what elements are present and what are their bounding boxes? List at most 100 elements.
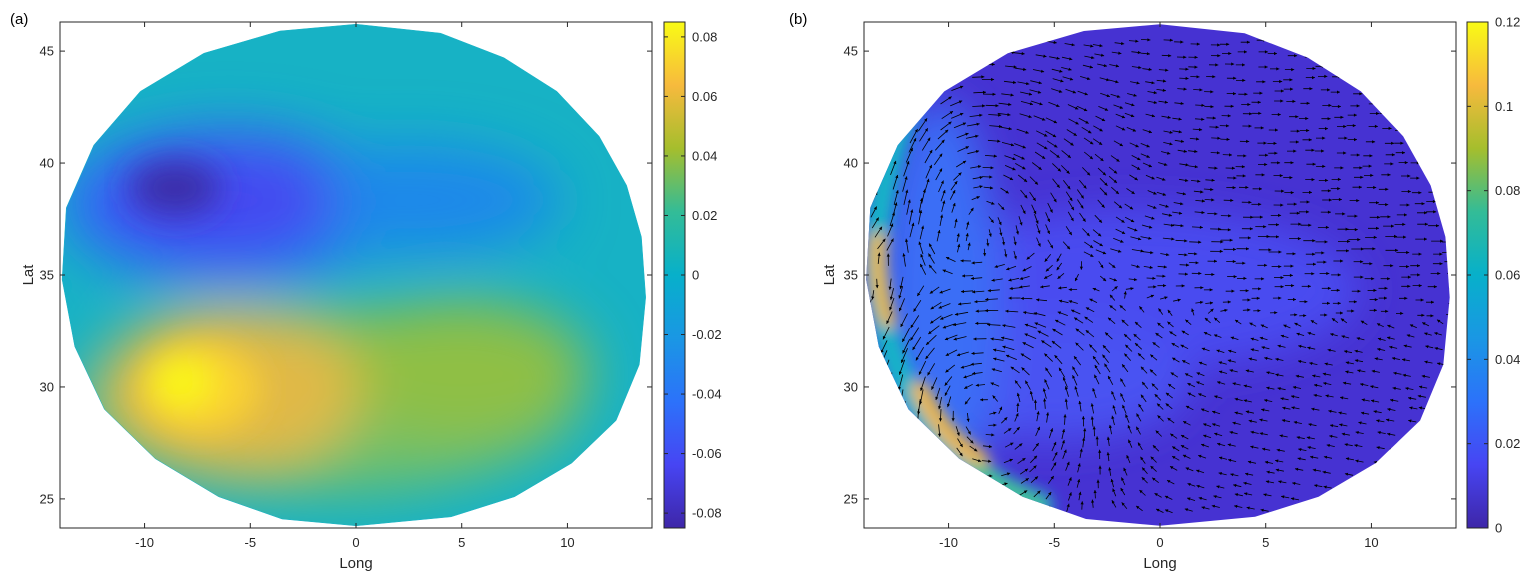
quiver-arrowhead [1100, 264, 1104, 269]
quiver-arrowhead [1136, 413, 1140, 417]
quiver-arrowhead [1138, 65, 1142, 69]
quiver-arrowhead [1150, 354, 1154, 358]
quiver-arrowhead [1124, 334, 1128, 338]
quiver-arrowhead [1063, 449, 1067, 453]
quiver-arrowhead [987, 323, 991, 327]
quiver-arrowhead [1345, 361, 1350, 365]
quiver-arrowhead [1008, 127, 1012, 131]
quiver-arrowhead [1201, 103, 1205, 107]
quiver-arrowhead [1022, 268, 1026, 272]
quiver-arrow [1439, 498, 1448, 501]
quiver-arrowhead [1307, 346, 1311, 350]
quiver-arrowhead [892, 130, 896, 134]
quiver-arrowhead [1438, 75, 1442, 79]
quiver-arrowhead [1361, 411, 1365, 415]
quiver-arrowhead [1146, 154, 1150, 158]
quiver-arrowhead [980, 398, 984, 402]
quiver-arrowhead [1343, 151, 1347, 155]
quiver-arrowhead [1242, 78, 1246, 82]
quiver-arrowhead [1209, 301, 1213, 305]
quiver-arrowhead [1152, 445, 1157, 449]
quiver-arrowhead [1054, 144, 1058, 148]
quiver-arrowhead [962, 72, 966, 76]
quiver-arrow [906, 450, 909, 467]
quiver-arrow [869, 507, 873, 518]
quiver-arrowhead [1274, 151, 1278, 155]
quiver-arrowhead [1062, 377, 1066, 381]
quiver-arrowhead [1402, 151, 1405, 155]
quiver-arrowhead [1120, 239, 1124, 243]
quiver-arrowhead [1326, 271, 1330, 276]
quiver-arrowhead [1401, 52, 1405, 56]
quiver-arrowhead [1391, 224, 1394, 228]
colorbar-tick-label: 0.1 [1495, 99, 1513, 114]
quiver-arrowhead [1339, 494, 1343, 498]
quiver-arrowhead [1101, 204, 1105, 208]
quiver-arrowhead [1214, 166, 1218, 170]
quiver-arrow [873, 33, 882, 42]
quiver-arrow [1439, 374, 1448, 378]
quiver-arrow [922, 90, 933, 103]
quiver-arrowhead [1170, 223, 1175, 227]
quiver-arrowhead [1233, 275, 1237, 279]
quiver-arrowhead [1312, 239, 1316, 243]
quiver-arrowhead [1292, 252, 1296, 256]
quiver-arrowhead [975, 134, 979, 138]
quiver-arrowhead [1275, 468, 1279, 472]
quiver-arrowhead [913, 28, 917, 32]
quiver-arrowhead [1227, 300, 1231, 304]
quiver-arrowhead [1169, 38, 1173, 42]
colorbar-tick-label: 0.08 [692, 29, 717, 44]
quiver-arrowhead [891, 57, 895, 61]
quiver-arrowhead [1044, 353, 1048, 357]
quiver-arrowhead [1326, 496, 1330, 500]
quiver-arrowhead [1108, 375, 1111, 380]
quiver-arrowhead [975, 150, 980, 154]
quiver-arrow [893, 100, 902, 114]
quiver-arrowhead [1196, 372, 1200, 376]
quiver-arrowhead [1035, 443, 1039, 447]
quiver-arrowhead [1280, 276, 1284, 280]
quiver-arrowhead [940, 316, 944, 320]
quiver-arrow [918, 512, 920, 526]
quiver-arrowhead [1214, 395, 1218, 399]
quiver-arrowhead [1406, 265, 1410, 269]
quiver-arrowhead [1294, 313, 1298, 317]
quiver-arrowhead [1231, 62, 1235, 66]
quiver-arrowhead [1198, 454, 1202, 458]
quiver-arrowhead [1436, 137, 1440, 141]
quiver-arrowhead [1418, 482, 1422, 486]
quiver-arrowhead [1226, 124, 1230, 128]
quiver-arrowhead [1019, 276, 1024, 280]
quiver-arrowhead [1276, 448, 1280, 452]
quiver-arrow [989, 505, 998, 508]
quiver-arrowhead [905, 238, 909, 242]
quiver-arrow [873, 131, 883, 143]
quiver-arrowhead [1187, 483, 1191, 486]
quiver-arrowhead [1325, 225, 1329, 229]
quiver-arrowhead [1214, 317, 1218, 321]
quiver-arrowhead [1185, 163, 1189, 167]
quiver-arrowhead [1121, 41, 1125, 46]
quiver-arrowhead [1372, 40, 1376, 44]
quiver-arrowhead [1083, 428, 1087, 432]
quiver-arrowhead [1425, 345, 1429, 349]
quiver-arrow [1436, 508, 1445, 511]
quiver-arrowhead [1094, 374, 1098, 379]
quiver-arrowhead [1020, 353, 1025, 357]
quiver-arrowhead [1250, 430, 1254, 434]
quiver-arrowhead [1002, 345, 1006, 349]
quiver-arrowhead [1259, 418, 1263, 422]
quiver-arrowhead [1373, 410, 1377, 414]
quiver-arrowhead [1197, 179, 1201, 183]
quiver-arrowhead [1298, 222, 1302, 226]
quiver-arrowhead [1354, 228, 1358, 232]
quiver-arrowhead [1091, 56, 1095, 60]
quiver-arrowhead [1112, 264, 1116, 268]
quiver-arrow [871, 371, 877, 384]
quiver-arrowhead [1250, 215, 1254, 219]
quiver-arrowhead [929, 149, 933, 154]
quiver-arrowhead [1309, 361, 1313, 366]
quiver-arrow [903, 88, 912, 102]
quiver-arrowhead [991, 77, 995, 82]
